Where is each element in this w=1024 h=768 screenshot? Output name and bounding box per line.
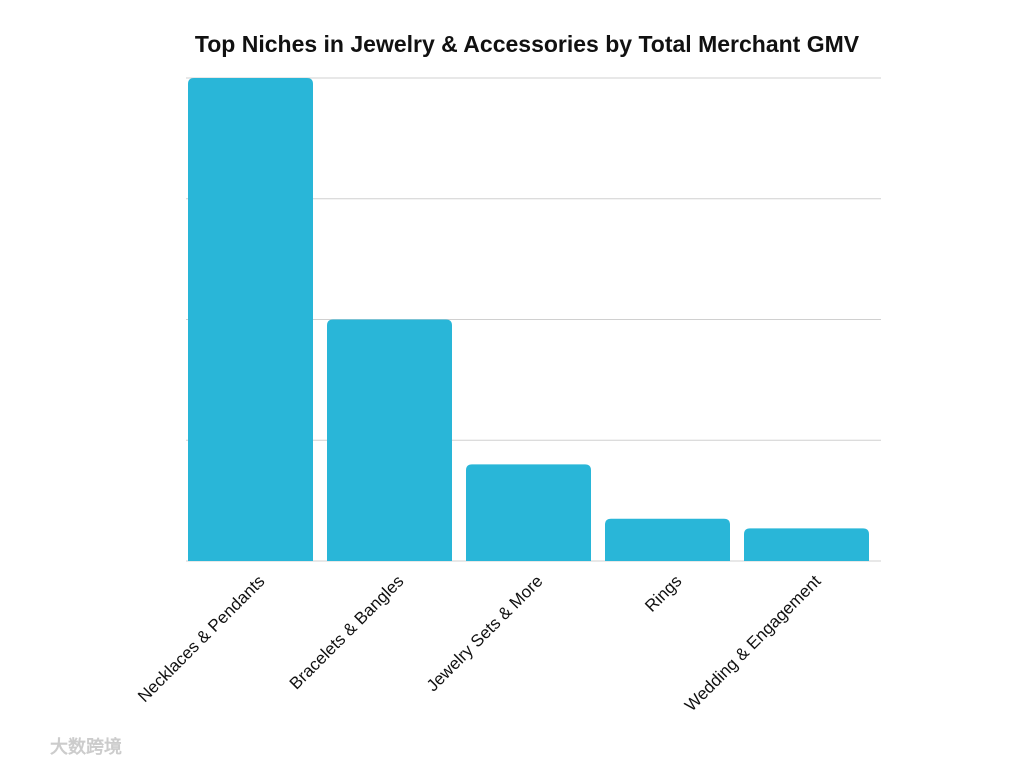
x-tick-label: Rings — [641, 572, 685, 616]
x-tick-label: Jewelry Sets & More — [423, 572, 547, 696]
bar — [188, 78, 313, 561]
bar — [466, 464, 591, 561]
bar — [605, 518, 730, 561]
x-tick-label: Bracelets & Bangles — [286, 572, 408, 694]
chart-title: Top Niches in Jewelry & Accessories by T… — [195, 31, 860, 57]
x-tick-label: Wedding & Engagement — [681, 571, 825, 715]
watermark: 大数跨境 — [50, 736, 122, 757]
bar — [744, 528, 869, 561]
bar — [327, 319, 452, 561]
x-tick-label: Necklaces & Pendants — [134, 572, 268, 706]
